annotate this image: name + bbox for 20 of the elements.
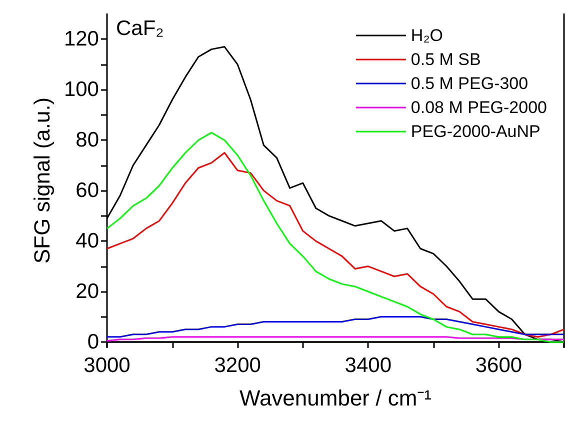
x-axis-title: Wavenumber / cm⁻¹ xyxy=(239,386,432,410)
y-tick-label: 60 xyxy=(76,179,99,202)
legend-label: 0.08 M PEG-2000 xyxy=(410,98,548,117)
line-series xyxy=(106,316,565,338)
y-tick-label: 20 xyxy=(76,280,99,303)
x-tick-label: 3400 xyxy=(344,354,392,377)
y-tick-label: 100 xyxy=(64,78,99,102)
x-tick-label: 3000 xyxy=(84,354,130,377)
legend-label: PEG-2000-AuNP xyxy=(410,122,540,141)
x-tick-label: 3600 xyxy=(475,354,522,377)
y-tick-label: 40 xyxy=(76,230,99,253)
x-tick-label: 3200 xyxy=(214,354,261,377)
y-axis-title: SFG signal (a.u.) xyxy=(30,97,55,264)
legend-label: 0.5 M PEG-300 xyxy=(410,74,528,93)
annotation: CaF₂ xyxy=(116,17,164,40)
y-tick-label: 80 xyxy=(76,128,99,152)
legend-label: H₂O xyxy=(410,26,444,45)
y-tick-label: 0 xyxy=(87,330,99,354)
y-tick-label: 120 xyxy=(64,28,99,51)
legend-label: 0.5 M SB xyxy=(410,50,481,69)
